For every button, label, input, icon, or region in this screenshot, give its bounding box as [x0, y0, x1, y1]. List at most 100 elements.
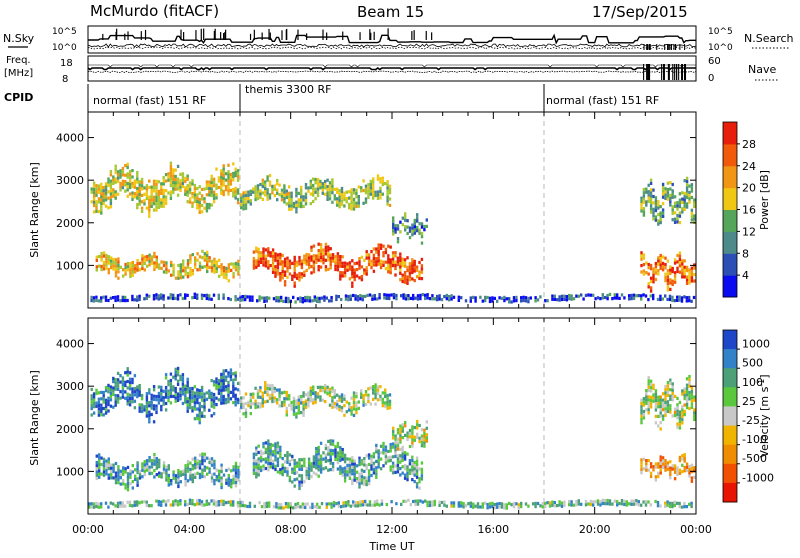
echo-cell	[351, 271, 354, 276]
echo-cell	[661, 195, 665, 199]
echo-cell	[196, 252, 199, 256]
echo-cell	[360, 395, 363, 399]
echo-cell	[107, 460, 110, 464]
echo-cell	[343, 460, 347, 464]
echo-cell	[252, 190, 255, 194]
echo-cell	[304, 192, 308, 196]
echo-cell	[145, 193, 149, 197]
echo-cell	[126, 379, 129, 384]
echo-cell	[153, 261, 156, 265]
echo-cell	[336, 400, 339, 404]
echo-cell	[406, 278, 409, 282]
echo-cell	[138, 501, 141, 505]
echo-cell	[379, 243, 383, 247]
echo-cell	[652, 280, 655, 284]
echo-cell	[212, 184, 216, 188]
echo-cell	[276, 269, 280, 273]
echo-cell	[234, 193, 237, 197]
echo-cell	[317, 255, 320, 259]
echo-cell	[152, 189, 156, 193]
echo-cell	[353, 462, 356, 466]
echo-cell	[690, 501, 693, 505]
echo-cell	[630, 502, 633, 506]
echo-cell	[222, 394, 225, 399]
echo-cell	[255, 472, 258, 476]
echo-cell	[326, 188, 329, 192]
echo-cell	[413, 231, 416, 235]
echo-cell	[327, 459, 330, 463]
echo-cell	[394, 260, 397, 264]
echo-cell	[606, 498, 609, 503]
echo-cell	[484, 501, 487, 505]
echo-cell	[374, 389, 377, 393]
echo-cell	[215, 468, 218, 472]
echo-cell	[95, 464, 98, 468]
echo-cell	[647, 379, 650, 383]
echo-cell	[553, 501, 556, 505]
echo-cell	[376, 391, 380, 395]
echo-cell	[558, 500, 561, 504]
echo-cell	[681, 272, 684, 276]
echo-cell	[469, 299, 472, 303]
echo-cell	[157, 294, 160, 298]
echo-cell	[292, 412, 296, 416]
echo-cell	[186, 262, 190, 266]
echo-cell	[659, 411, 662, 415]
echo-cell	[283, 264, 287, 268]
echo-cell	[256, 395, 260, 399]
echo-cell	[377, 449, 380, 453]
echo-cell	[356, 504, 360, 508]
echo-cell	[331, 181, 334, 185]
echo-cell	[121, 392, 125, 396]
echo-cell	[309, 186, 312, 190]
echo-cell	[333, 197, 336, 201]
echo-cell	[450, 501, 453, 505]
echo-cell	[184, 483, 187, 487]
echo-cell	[291, 467, 294, 471]
echo-cell	[659, 405, 662, 409]
echo-cell	[319, 395, 322, 399]
echo-cell	[372, 190, 375, 194]
echo-cell	[312, 464, 316, 469]
velocity-colorbar-segment	[723, 463, 737, 484]
echo-cell	[688, 194, 691, 198]
echo-cell	[191, 457, 194, 461]
echo-cell	[300, 395, 303, 399]
echo-cell	[285, 202, 288, 206]
echo-cell	[227, 269, 230, 273]
echo-cell	[330, 299, 333, 303]
echo-cell	[110, 473, 113, 477]
echo-cell	[172, 476, 175, 480]
echo-cell	[575, 503, 578, 507]
echo-cell	[664, 190, 667, 194]
echo-cell	[420, 222, 424, 226]
echo-cell	[317, 455, 320, 459]
echo-cell	[472, 505, 475, 509]
echo-cell	[230, 262, 233, 266]
echo-cell	[200, 203, 204, 207]
echo-cell	[126, 386, 129, 390]
echo-cell	[389, 449, 392, 453]
echo-cell	[172, 473, 175, 477]
echo-cell	[312, 388, 315, 392]
echo-cell	[351, 275, 354, 279]
echo-cell	[389, 271, 392, 275]
echo-cell	[382, 441, 385, 445]
echo-cell	[312, 254, 316, 258]
velocity-colorbar-tick-label: 1000	[742, 338, 770, 351]
echo-cell	[114, 190, 117, 194]
echo-cell	[341, 470, 344, 474]
echo-cell	[386, 180, 389, 184]
echo-cell	[649, 178, 653, 182]
echo-cell	[109, 186, 113, 190]
echo-cell	[126, 185, 129, 189]
echo-cell	[167, 296, 170, 300]
echo-cell	[353, 472, 356, 476]
echo-cell	[265, 501, 268, 505]
echo-cell	[412, 499, 415, 504]
echo-cell	[109, 385, 113, 389]
echo-cell	[341, 473, 344, 477]
echo-cell	[302, 410, 305, 414]
echo-cell	[194, 262, 197, 266]
echo-cell	[367, 472, 371, 476]
